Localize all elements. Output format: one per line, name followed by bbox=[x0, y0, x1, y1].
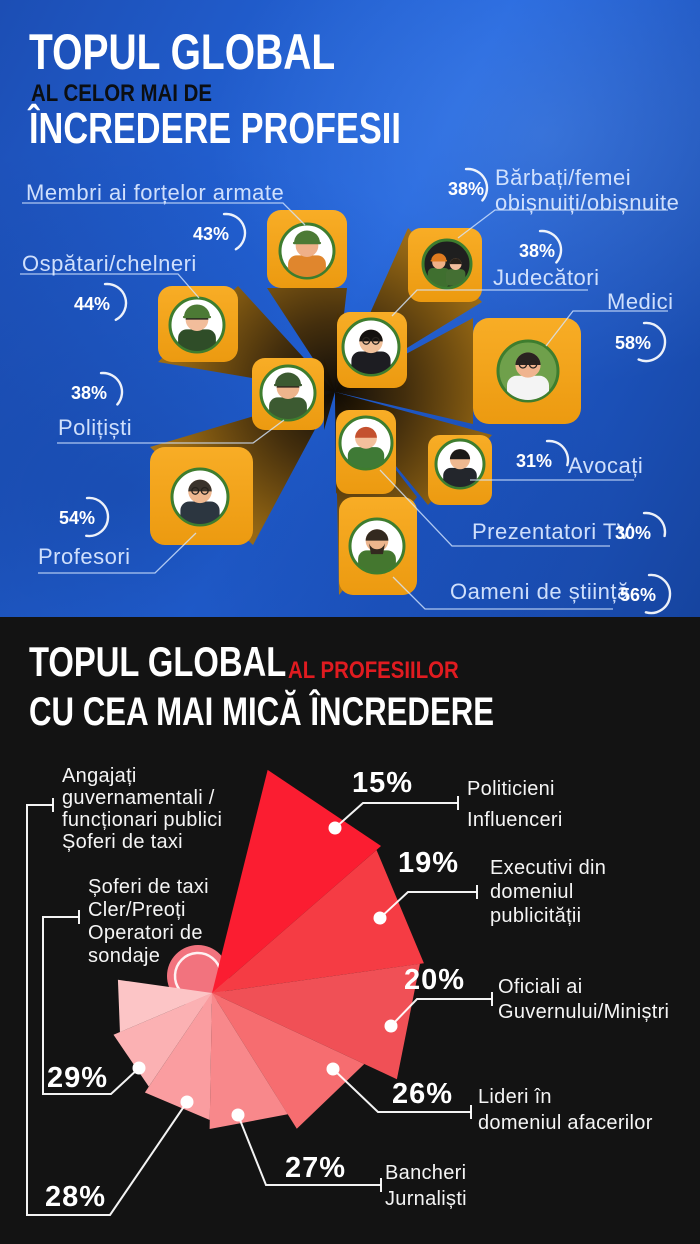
profession-label-line: Bărbați/femei bbox=[495, 165, 632, 190]
fan-label-line: domeniul bbox=[490, 881, 574, 903]
judge-icon bbox=[341, 317, 401, 377]
fan-label-line: Șoferi de taxi bbox=[62, 831, 183, 853]
fan-connectors bbox=[26, 796, 493, 1216]
profession-label-waiters: Ospătari/chelneri bbox=[22, 251, 197, 276]
value-badge-judges: 38% bbox=[519, 241, 556, 261]
profession-label-tv-presenters: Prezentatori TV bbox=[472, 519, 632, 544]
fan-label-line: Angajați bbox=[62, 765, 137, 787]
fan-label-line: Șoferi de taxi bbox=[88, 876, 209, 898]
profession-blocks bbox=[150, 210, 581, 595]
fan-label-line: Guvernului/Miniștri bbox=[498, 1001, 670, 1023]
trusted-title-line3: ÎNCREDERE PROFESII bbox=[29, 104, 401, 153]
fan-label-line: Politicieni bbox=[467, 778, 555, 800]
fan-label-line: Lideri în bbox=[478, 1086, 552, 1108]
gauge-arcs bbox=[85, 167, 672, 615]
teacher-icon bbox=[170, 467, 230, 527]
fan-value-business-leaders: 26% bbox=[392, 1078, 454, 1110]
label-connectors bbox=[20, 202, 668, 610]
fan-chart bbox=[113, 769, 424, 1129]
fan-label-line: guvernamentali / bbox=[62, 787, 215, 809]
fan-label-government-officials: Oficiali ai Guvernului/Miniștri bbox=[498, 975, 669, 1025]
fan-label-ad-executives: Executivi din domeniul publicității bbox=[490, 856, 606, 928]
profession-block bbox=[337, 312, 407, 388]
scientist-icon bbox=[348, 517, 406, 575]
profession-label-police: Polițiști bbox=[58, 415, 133, 440]
value-badge-ordinary-people: 38% bbox=[448, 179, 485, 199]
fan-label-line: funcționari publici bbox=[62, 809, 223, 831]
tv-presenter-icon bbox=[338, 415, 394, 471]
profession-block bbox=[473, 318, 581, 424]
fan-label-bankers: Bancheri Jurnaliști bbox=[385, 1160, 467, 1212]
least-trusted-title-line1: TOPUL GLOBAL bbox=[29, 638, 287, 685]
lawyer-icon bbox=[434, 438, 486, 490]
fan-label-politicians: Politicieni Influenceri bbox=[467, 774, 563, 836]
value-badge-police: 38% bbox=[71, 383, 108, 403]
profession-block bbox=[158, 286, 238, 362]
fan-data-dots bbox=[132, 821, 398, 1122]
waiter-icon bbox=[168, 296, 226, 354]
value-badge-teachers: 54% bbox=[59, 508, 96, 528]
profession-label-scientists: Oameni de știință bbox=[450, 579, 630, 604]
fan-label-line: Operatori de bbox=[88, 922, 203, 944]
profession-block bbox=[339, 497, 417, 595]
fan-label-line: sondaje bbox=[88, 945, 161, 967]
fan-label-line: domeniul afacerilor bbox=[478, 1112, 653, 1134]
profession-label-armed-forces: Membri ai forțelor armate bbox=[26, 180, 285, 205]
fan-label-civil-servants: Angajați guvernamentali / funcționari pu… bbox=[62, 765, 222, 853]
value-badge-tv-presenters: 30% bbox=[615, 523, 652, 543]
profession-label-lawyers: Avocați bbox=[568, 453, 644, 478]
trusted-title-line2: AL CELOR MAI DE bbox=[31, 80, 212, 107]
fan-value-civil-servants: 28% bbox=[45, 1181, 107, 1213]
profession-label-doctors: Medici bbox=[607, 289, 674, 314]
least-trusted-title-line2: CU CEA MAI MICĂ ÎNCREDERE bbox=[29, 690, 495, 734]
trusted-title-line1: TOPUL GLOBAL bbox=[29, 24, 336, 80]
police-officer-icon bbox=[259, 364, 317, 422]
value-badge-scientists: 56% bbox=[620, 585, 657, 605]
fan-label-line: Cler/Preoți bbox=[88, 899, 186, 921]
profession-block bbox=[336, 410, 396, 494]
fan-value-bankers: 27% bbox=[285, 1152, 347, 1184]
fan-label-line: Oficiali ai bbox=[498, 976, 583, 998]
profession-block bbox=[150, 447, 253, 545]
value-badge-armed-forces: 43% bbox=[193, 224, 230, 244]
fan-label-line: Influenceri bbox=[467, 809, 563, 831]
fan-label-line: Jurnaliști bbox=[385, 1188, 467, 1210]
ordinary-people-icon bbox=[421, 238, 473, 290]
fan-label-line: Executivi din bbox=[490, 857, 607, 879]
fan-label-taxi-clergy-pollsters: Șoferi de taxi Cler/Preoți Operatori de … bbox=[88, 876, 209, 968]
fan-label-line: Bancheri bbox=[385, 1162, 467, 1184]
profession-label-ordinary-people: Bărbați/femei obișnuiți/obișnuite bbox=[495, 165, 679, 215]
fan-value-ad-executives: 19% bbox=[398, 847, 460, 879]
profession-label-judges: Judecători bbox=[493, 265, 600, 290]
value-badge-doctors: 58% bbox=[615, 333, 652, 353]
profession-label-line: obișnuiți/obișnuite bbox=[495, 190, 680, 215]
profession-block bbox=[252, 358, 324, 430]
fan-label-business-leaders: Lideri în domeniul afacerilor bbox=[478, 1084, 653, 1136]
value-badge-waiters: 44% bbox=[74, 294, 111, 314]
fan-label-line: publicității bbox=[490, 905, 582, 927]
least-trusted-title-accent: AL PROFESIILOR bbox=[288, 657, 459, 684]
soldier-icon bbox=[278, 222, 336, 280]
doctor-icon bbox=[496, 339, 560, 403]
profession-label-teachers: Profesori bbox=[38, 544, 131, 569]
fan-value-taxi-clergy-pollsters: 29% bbox=[47, 1062, 109, 1094]
profession-block bbox=[408, 228, 482, 302]
profession-block bbox=[267, 210, 347, 288]
fan-value-politicians: 15% bbox=[352, 767, 414, 799]
value-badge-lawyers: 31% bbox=[516, 451, 553, 471]
profession-block bbox=[428, 435, 492, 505]
fan-value-government-officials: 20% bbox=[404, 964, 466, 996]
